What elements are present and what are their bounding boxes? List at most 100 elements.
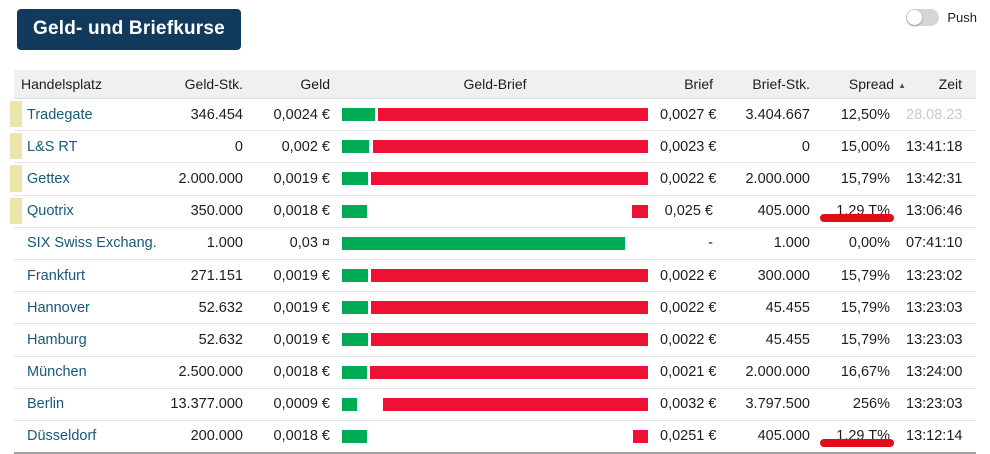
ask-bar bbox=[371, 301, 648, 315]
ask-bar bbox=[371, 172, 648, 186]
geld-stk-cell: 52.632 bbox=[198, 331, 243, 348]
brief-cell: 0,0022 € bbox=[660, 331, 717, 348]
table-row: SIX Swiss Exchang. 1.000 0,03 ¤ - 1.000 0,00%… bbox=[14, 228, 976, 260]
zeit-cell: 13:23:03 bbox=[906, 331, 963, 348]
geld-brief-bar-cell bbox=[330, 389, 660, 420]
venue-cell: München bbox=[14, 364, 150, 380]
geld-stk-cell: 346.454 bbox=[190, 106, 243, 123]
quotes-table: Handelsplatz Geld-Stk. Geld Geld-Brief Brief… bbox=[10, 70, 976, 454]
geld-cell: 0,0024 € bbox=[273, 106, 330, 123]
venue-cell: L&S RT bbox=[14, 139, 150, 155]
geld-brief-bar-track bbox=[342, 324, 648, 355]
zeit-cell: 13:42:31 bbox=[906, 170, 963, 187]
bid-bar bbox=[342, 429, 368, 443]
table-row: L&S RT 0 0,002 € 0,0023 € 0 15,00% 13:41:18 bbox=[10, 131, 976, 164]
venue-link[interactable]: Quotrix bbox=[27, 203, 74, 220]
ask-bar bbox=[371, 333, 648, 347]
column-header-brief_stk[interactable]: Brief-Stk. bbox=[752, 76, 810, 92]
table-row: Gettex 2.000.000 0,0019 € 0,0022 € 2.000.000… bbox=[10, 163, 976, 196]
zeit-cell: 28.08.23 bbox=[906, 106, 963, 123]
zeit-cell: 13:24:00 bbox=[906, 364, 963, 381]
spread-cell: 16,67% bbox=[840, 364, 890, 381]
geld-brief-bar-track bbox=[342, 292, 648, 323]
spread-cell: 12,50% bbox=[840, 106, 890, 123]
push-toggle-group: Push bbox=[906, 9, 977, 26]
column-header-brief[interactable]: Brief bbox=[684, 76, 713, 92]
geld-cell: 0,0019 € bbox=[273, 267, 330, 284]
geld-cell: 0,03 ¤ bbox=[289, 235, 330, 252]
row-highlight-marker bbox=[10, 197, 22, 224]
geld-cell: 0,0019 € bbox=[273, 170, 330, 187]
venue-cell: Düsseldorf bbox=[14, 428, 150, 444]
brief-cell: 0,0251 € bbox=[660, 428, 717, 445]
brief-cell: 0,0022 € bbox=[660, 170, 717, 187]
column-header-zeit[interactable]: Zeit bbox=[938, 76, 962, 92]
geld-stk-cell: 271.151 bbox=[190, 267, 243, 284]
brief-cell: 0,0023 € bbox=[660, 138, 717, 155]
push-toggle-knob bbox=[907, 10, 923, 25]
spread-cell: 15,79% bbox=[840, 331, 890, 348]
venue-cell: Tradegate bbox=[14, 107, 150, 123]
venue-link[interactable]: L&S RT bbox=[27, 138, 78, 155]
table-row: Hannover 52.632 0,0019 € 0,0022 € 45.455 15,7… bbox=[14, 292, 976, 325]
venue-link[interactable]: München bbox=[27, 364, 87, 381]
venue-link[interactable]: Berlin bbox=[27, 396, 65, 413]
venue-link[interactable]: Tradegate bbox=[27, 106, 93, 123]
geld-brief-bar-cell bbox=[330, 196, 660, 227]
venue-cell: Frankfurt bbox=[14, 268, 150, 284]
venue-link[interactable]: SIX Swiss Exchang. bbox=[27, 235, 157, 252]
column-header-spread[interactable]: Spread ▲ bbox=[848, 76, 906, 92]
geld-brief-bar-track bbox=[342, 99, 648, 130]
brief-stk-cell: 405.000 bbox=[757, 428, 810, 445]
column-header-venue[interactable]: Handelsplatz bbox=[21, 76, 102, 92]
bid-bar bbox=[342, 268, 368, 282]
geld-brief-bar-track bbox=[342, 389, 648, 420]
brief-stk-cell: 300.000 bbox=[757, 267, 810, 284]
geld-brief-bar-cell bbox=[330, 99, 660, 130]
ask-bar bbox=[370, 365, 648, 379]
bid-bar bbox=[342, 108, 376, 121]
ask-bar bbox=[372, 140, 648, 154]
geld-brief-bar-cell bbox=[330, 357, 660, 388]
geld-brief-bar-cell bbox=[330, 421, 660, 452]
zeit-cell: 13:23:03 bbox=[906, 396, 963, 413]
row-highlight-marker bbox=[10, 133, 22, 160]
zeit-cell: 13:41:18 bbox=[906, 138, 963, 155]
venue-cell: Quotrix bbox=[14, 203, 150, 219]
geld-brief-bar-track bbox=[342, 228, 648, 259]
column-header-geld[interactable]: Geld bbox=[300, 76, 330, 92]
page-title: Geld- und Briefkurse bbox=[17, 9, 241, 50]
venue-link[interactable]: Gettex bbox=[27, 170, 70, 187]
column-header-geld_brief[interactable]: Geld-Brief bbox=[463, 76, 527, 92]
brief-cell: 0,0022 € bbox=[660, 299, 717, 316]
ask-bar bbox=[633, 429, 648, 443]
push-toggle[interactable] bbox=[906, 9, 940, 26]
bid-bar bbox=[342, 140, 369, 154]
brief-stk-cell: 45.455 bbox=[765, 331, 810, 348]
venue-link[interactable]: Düsseldorf bbox=[27, 428, 97, 445]
column-header-geld_stk[interactable]: Geld-Stk. bbox=[184, 76, 243, 92]
geld-stk-cell: 0 bbox=[234, 138, 243, 155]
geld-cell: 0,002 € bbox=[281, 138, 330, 155]
brief-cell: - bbox=[708, 235, 713, 252]
spread-cell: 15,79% bbox=[840, 170, 890, 187]
geld-brief-bar-track bbox=[342, 196, 648, 227]
geld-stk-cell: 200.000 bbox=[190, 428, 243, 445]
spread-cell: 15,00% bbox=[840, 138, 890, 155]
zeit-cell: 13:23:03 bbox=[906, 299, 963, 316]
venue-cell: Hannover bbox=[14, 300, 150, 316]
table-body: Tradegate 346.454 0,0024 € 0,0027 € 3.404.66… bbox=[10, 99, 976, 454]
venue-link[interactable]: Hamburg bbox=[27, 331, 87, 348]
venue-cell: Berlin bbox=[14, 396, 150, 412]
venue-link[interactable]: Frankfurt bbox=[27, 267, 86, 284]
table-row: Frankfurt 271.151 0,0019 € 0,0022 € 300.000 1… bbox=[14, 260, 976, 293]
push-toggle-label: Push bbox=[947, 10, 977, 25]
brief-cell: 0,0022 € bbox=[660, 267, 717, 284]
zeit-cell: 07:41:10 bbox=[906, 235, 963, 252]
geld-brief-bar-cell bbox=[330, 292, 660, 323]
venue-link[interactable]: Hannover bbox=[27, 299, 90, 316]
geld-cell: 0,0018 € bbox=[273, 364, 330, 381]
spread-cell: 256% bbox=[852, 396, 890, 413]
brief-stk-cell: 1.000 bbox=[773, 235, 810, 252]
geld-stk-cell: 52.632 bbox=[198, 299, 243, 316]
